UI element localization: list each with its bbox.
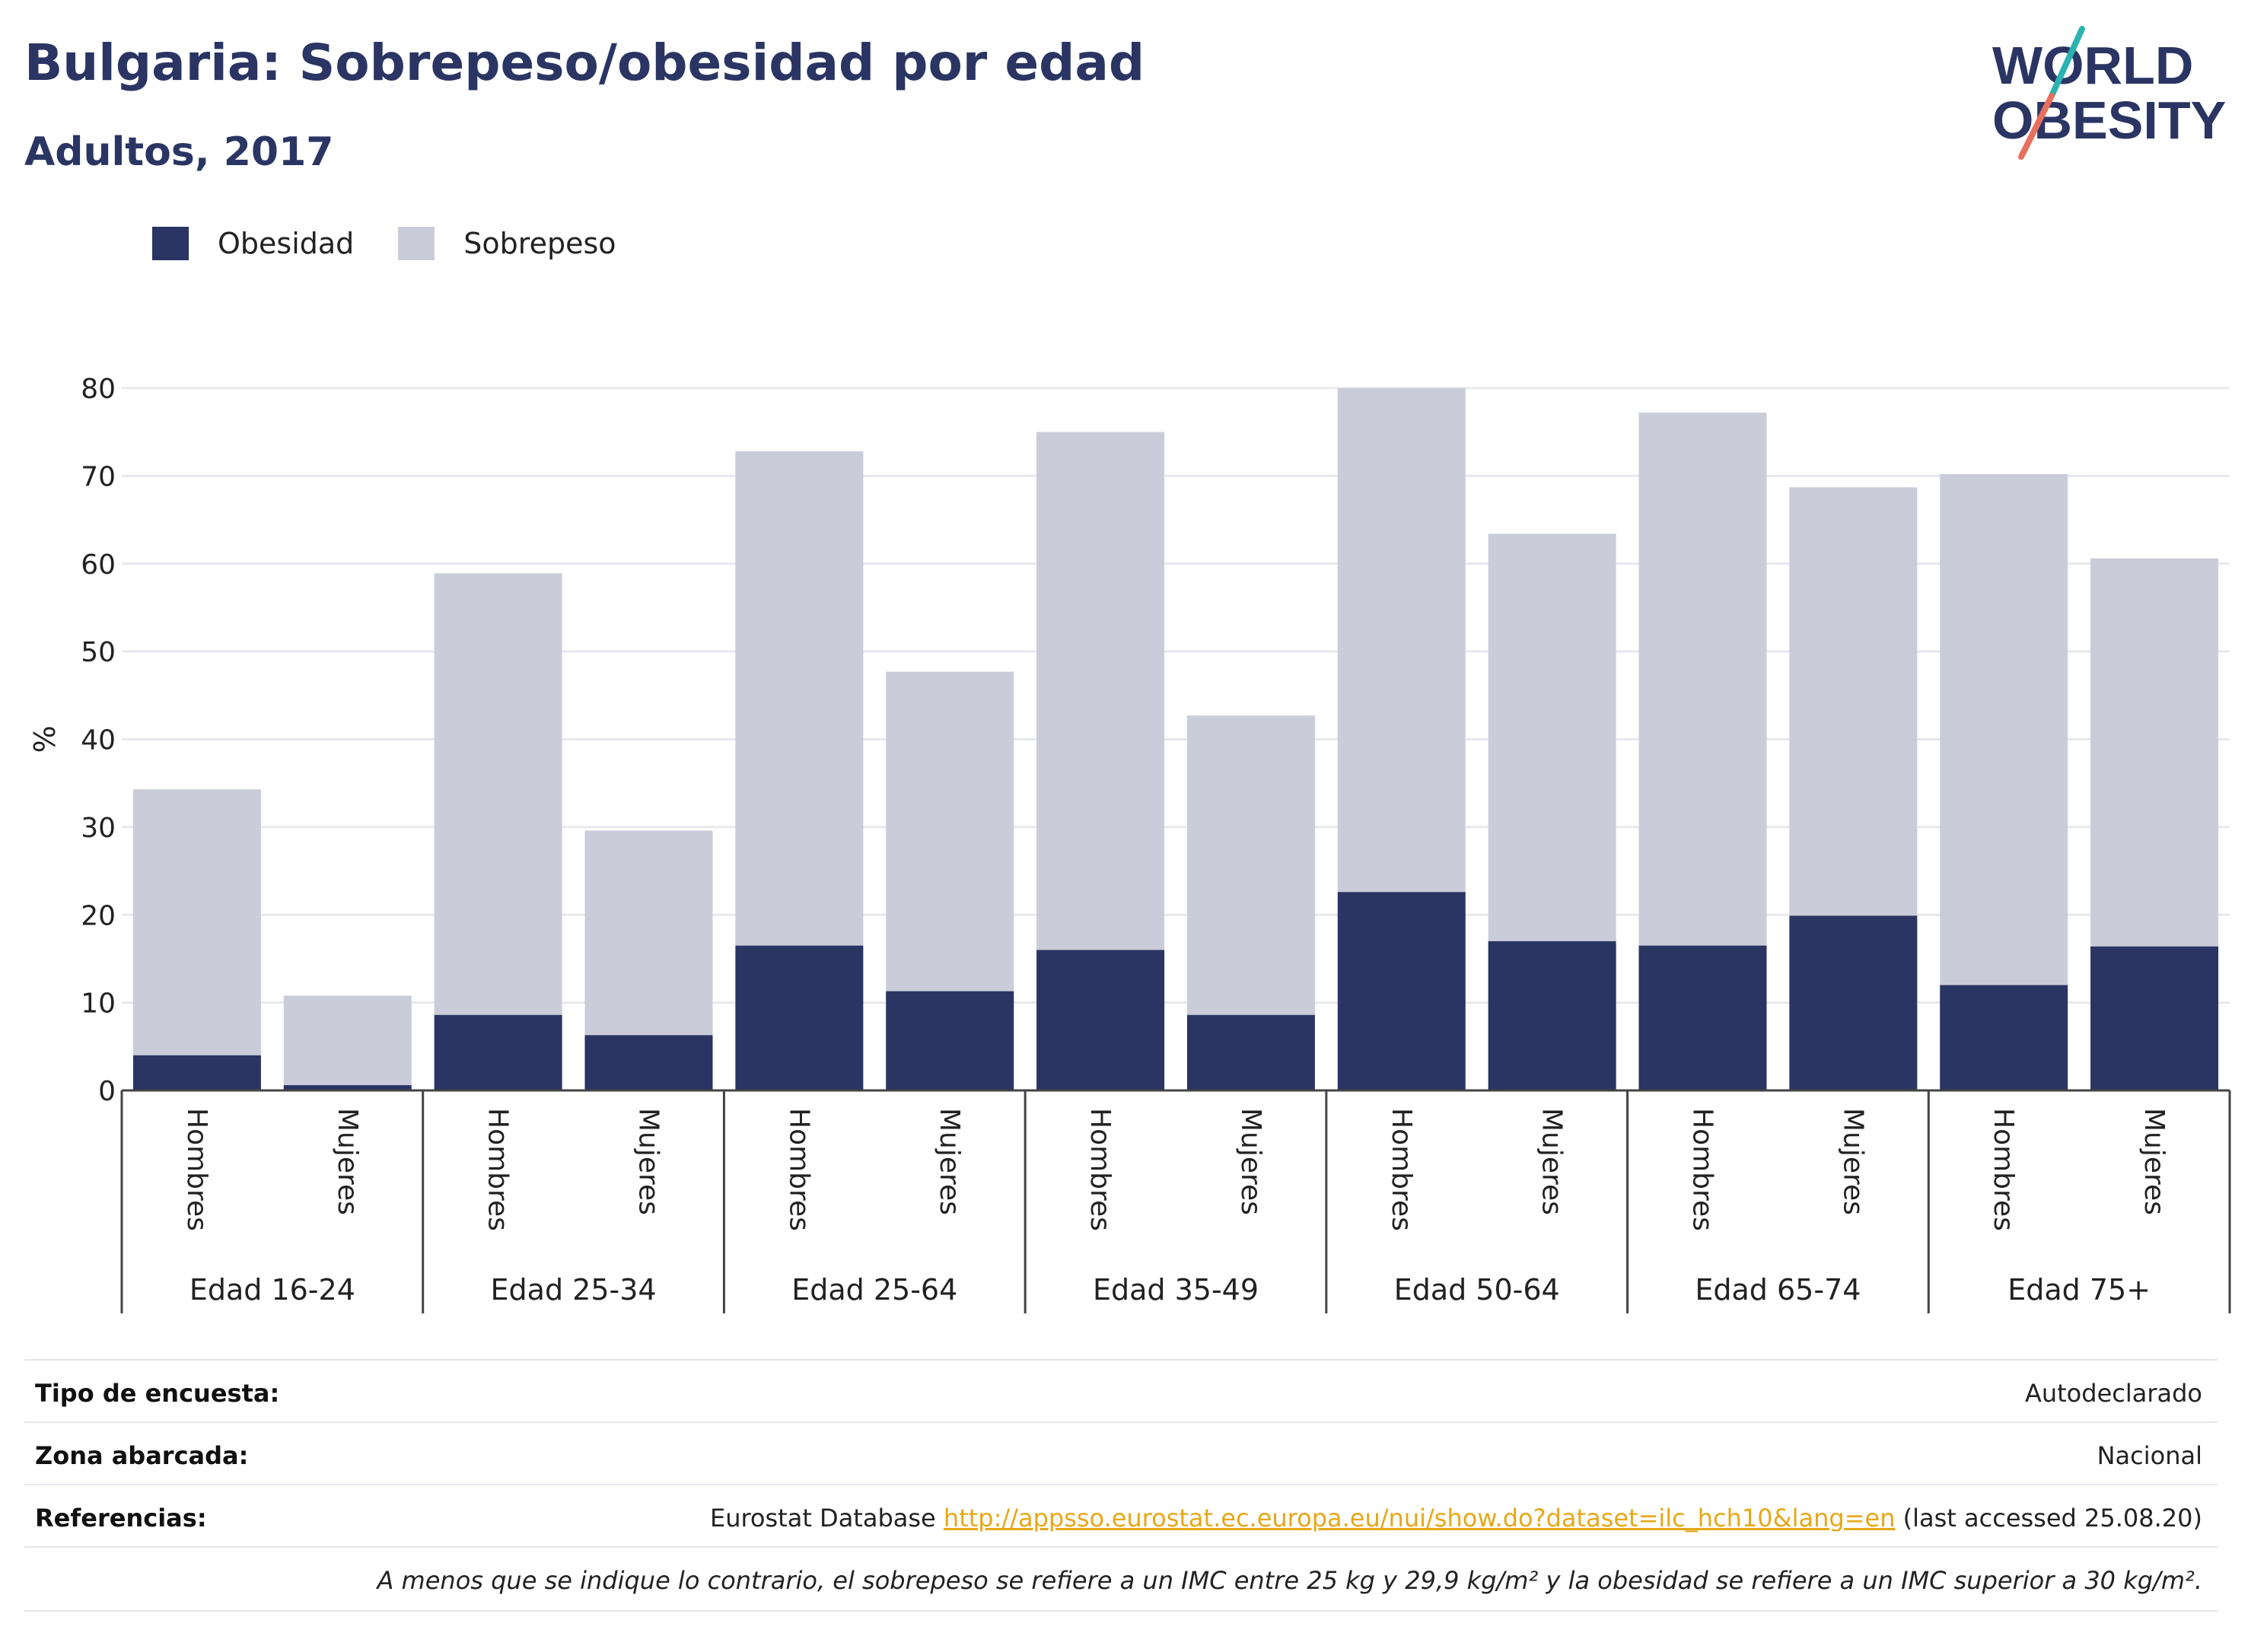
survey-type-value: Autodeclarado <box>2024 1379 2202 1408</box>
y-tick-label: 50 <box>81 637 116 668</box>
x-tick-label: Hombres <box>482 1108 514 1231</box>
bar-overweight <box>1940 474 2068 985</box>
bar-overweight <box>283 995 412 1086</box>
legend-swatch-obesity <box>152 227 189 260</box>
references-value: Eurostat Database http://appsso.eurostat… <box>710 1504 2202 1533</box>
bar-obesity <box>1488 941 1616 1090</box>
chart-title: Bulgaria: Sobrepeso/obesidad por edad <box>24 33 1145 92</box>
references-label: Referencias: <box>35 1504 207 1533</box>
references-prefix: Eurostat Database <box>709 1504 944 1533</box>
bar-obesity <box>1036 950 1165 1090</box>
chart-legend: Obesidad Sobrepeso <box>152 227 661 260</box>
legend-item-overweight[interactable]: Sobrepeso <box>398 227 616 260</box>
y-tick-label: 60 <box>81 549 116 581</box>
x-tick-label: Mujeres <box>1536 1108 1568 1215</box>
legend-label-overweight: Sobrepeso <box>463 227 616 260</box>
y-tick-label: 40 <box>81 725 116 756</box>
x-tick-label: Mujeres <box>2138 1108 2170 1215</box>
x-tick-label: Hombres <box>181 1108 212 1231</box>
info-row-survey: Tipo de encuesta: Autodeclarado <box>24 1359 2218 1423</box>
bar-chart: 0 10 20 30 40 50 60 70 80% Hombres Mujeres Hombres M… <box>28 374 2231 1313</box>
bar-obesity <box>283 1085 412 1090</box>
bar-overweight <box>1488 533 1616 941</box>
group-label: Edad 50-64 <box>1394 1273 1560 1307</box>
bar-overweight <box>1638 412 1767 946</box>
group-label: Edad 16-24 <box>189 1273 355 1307</box>
bar-overweight <box>434 573 562 1015</box>
bar-obesity <box>132 1055 261 1090</box>
y-tick-label: 80 <box>81 374 116 405</box>
x-tick-label: Hombres <box>1687 1108 1718 1231</box>
group-label: Edad 25-34 <box>491 1273 657 1307</box>
bar-obesity <box>1186 1014 1315 1090</box>
info-row-note: A menos que se indique lo contrario, el … <box>24 1546 2218 1612</box>
y-tick-label: 0 <box>98 1076 116 1107</box>
bar-obesity <box>1789 915 1918 1090</box>
x-tick-label: Mujeres <box>1235 1108 1266 1215</box>
x-tick-label: Mujeres <box>934 1108 965 1215</box>
bar-overweight <box>1186 715 1315 1015</box>
x-tick-label: Hombres <box>1084 1108 1116 1231</box>
info-row-area: Zona abarcada: Nacional <box>24 1421 2218 1485</box>
references-suffix: (last accessed 25.08.20) <box>1895 1504 2202 1533</box>
bar-overweight <box>886 671 1014 992</box>
legend-label-obesity: Obesidad <box>218 227 355 260</box>
chart-subtitle: Adultos, 2017 <box>24 129 334 175</box>
x-tick-label: Mujeres <box>332 1108 363 1215</box>
bar-obesity <box>434 1014 562 1090</box>
area-value: Nacional <box>2097 1441 2202 1470</box>
bar-obesity <box>886 991 1014 1090</box>
bar-obesity <box>735 945 864 1090</box>
group-label: Edad 25-64 <box>791 1273 957 1307</box>
legend-item-obesity[interactable]: Obesidad <box>152 227 354 260</box>
survey-type-label: Tipo de encuesta: <box>35 1379 280 1408</box>
bar-obesity <box>1638 945 1767 1090</box>
y-tick-label: 20 <box>81 900 116 931</box>
bar-overweight <box>584 830 713 1036</box>
group-label: Edad 35-49 <box>1093 1273 1259 1307</box>
x-tick-label: Hombres <box>1386 1108 1417 1231</box>
y-tick-label: 70 <box>81 461 116 492</box>
group-label: Edad 75+ <box>2007 1273 2151 1307</box>
bar-obesity <box>1337 892 1466 1090</box>
bar-overweight <box>132 789 261 1055</box>
logo-slash-coral <box>2018 93 2055 160</box>
info-row-references: Referencias: Eurostat Database http://ap… <box>24 1484 2218 1548</box>
group-label: Edad 65-74 <box>1695 1273 1861 1307</box>
bar-overweight <box>2090 558 2219 947</box>
bar-overweight <box>1036 431 1165 950</box>
x-tick-label: Hombres <box>783 1108 814 1231</box>
x-tick-label: Hombres <box>1988 1108 2019 1231</box>
bar-overweight <box>735 451 864 946</box>
x-tick-label: Mujeres <box>1837 1108 1868 1215</box>
references-link[interactable]: http://appsso.eurostat.ec.europa.eu/nui/… <box>943 1504 1896 1533</box>
bar-obesity <box>2090 946 2219 1090</box>
world-obesity-logo: WORLD OBESITY <box>1992 26 2226 160</box>
bar-obesity <box>584 1035 713 1090</box>
bar-obesity <box>1940 985 2068 1090</box>
bar-overweight <box>1337 388 1466 893</box>
x-tick-label: Mujeres <box>633 1108 664 1215</box>
bar-overweight <box>1789 487 1918 916</box>
y-tick-label: 30 <box>81 813 116 844</box>
y-axis-label: % <box>28 725 62 753</box>
legend-swatch-overweight <box>398 227 435 260</box>
definition-note: A menos que se indique lo contrario, el … <box>377 1566 2202 1595</box>
logo-slash-teal <box>2049 26 2085 99</box>
logo-line-world: WORLD <box>1992 36 2193 95</box>
y-tick-label: 10 <box>81 988 116 1020</box>
area-label: Zona abarcada: <box>35 1441 249 1470</box>
